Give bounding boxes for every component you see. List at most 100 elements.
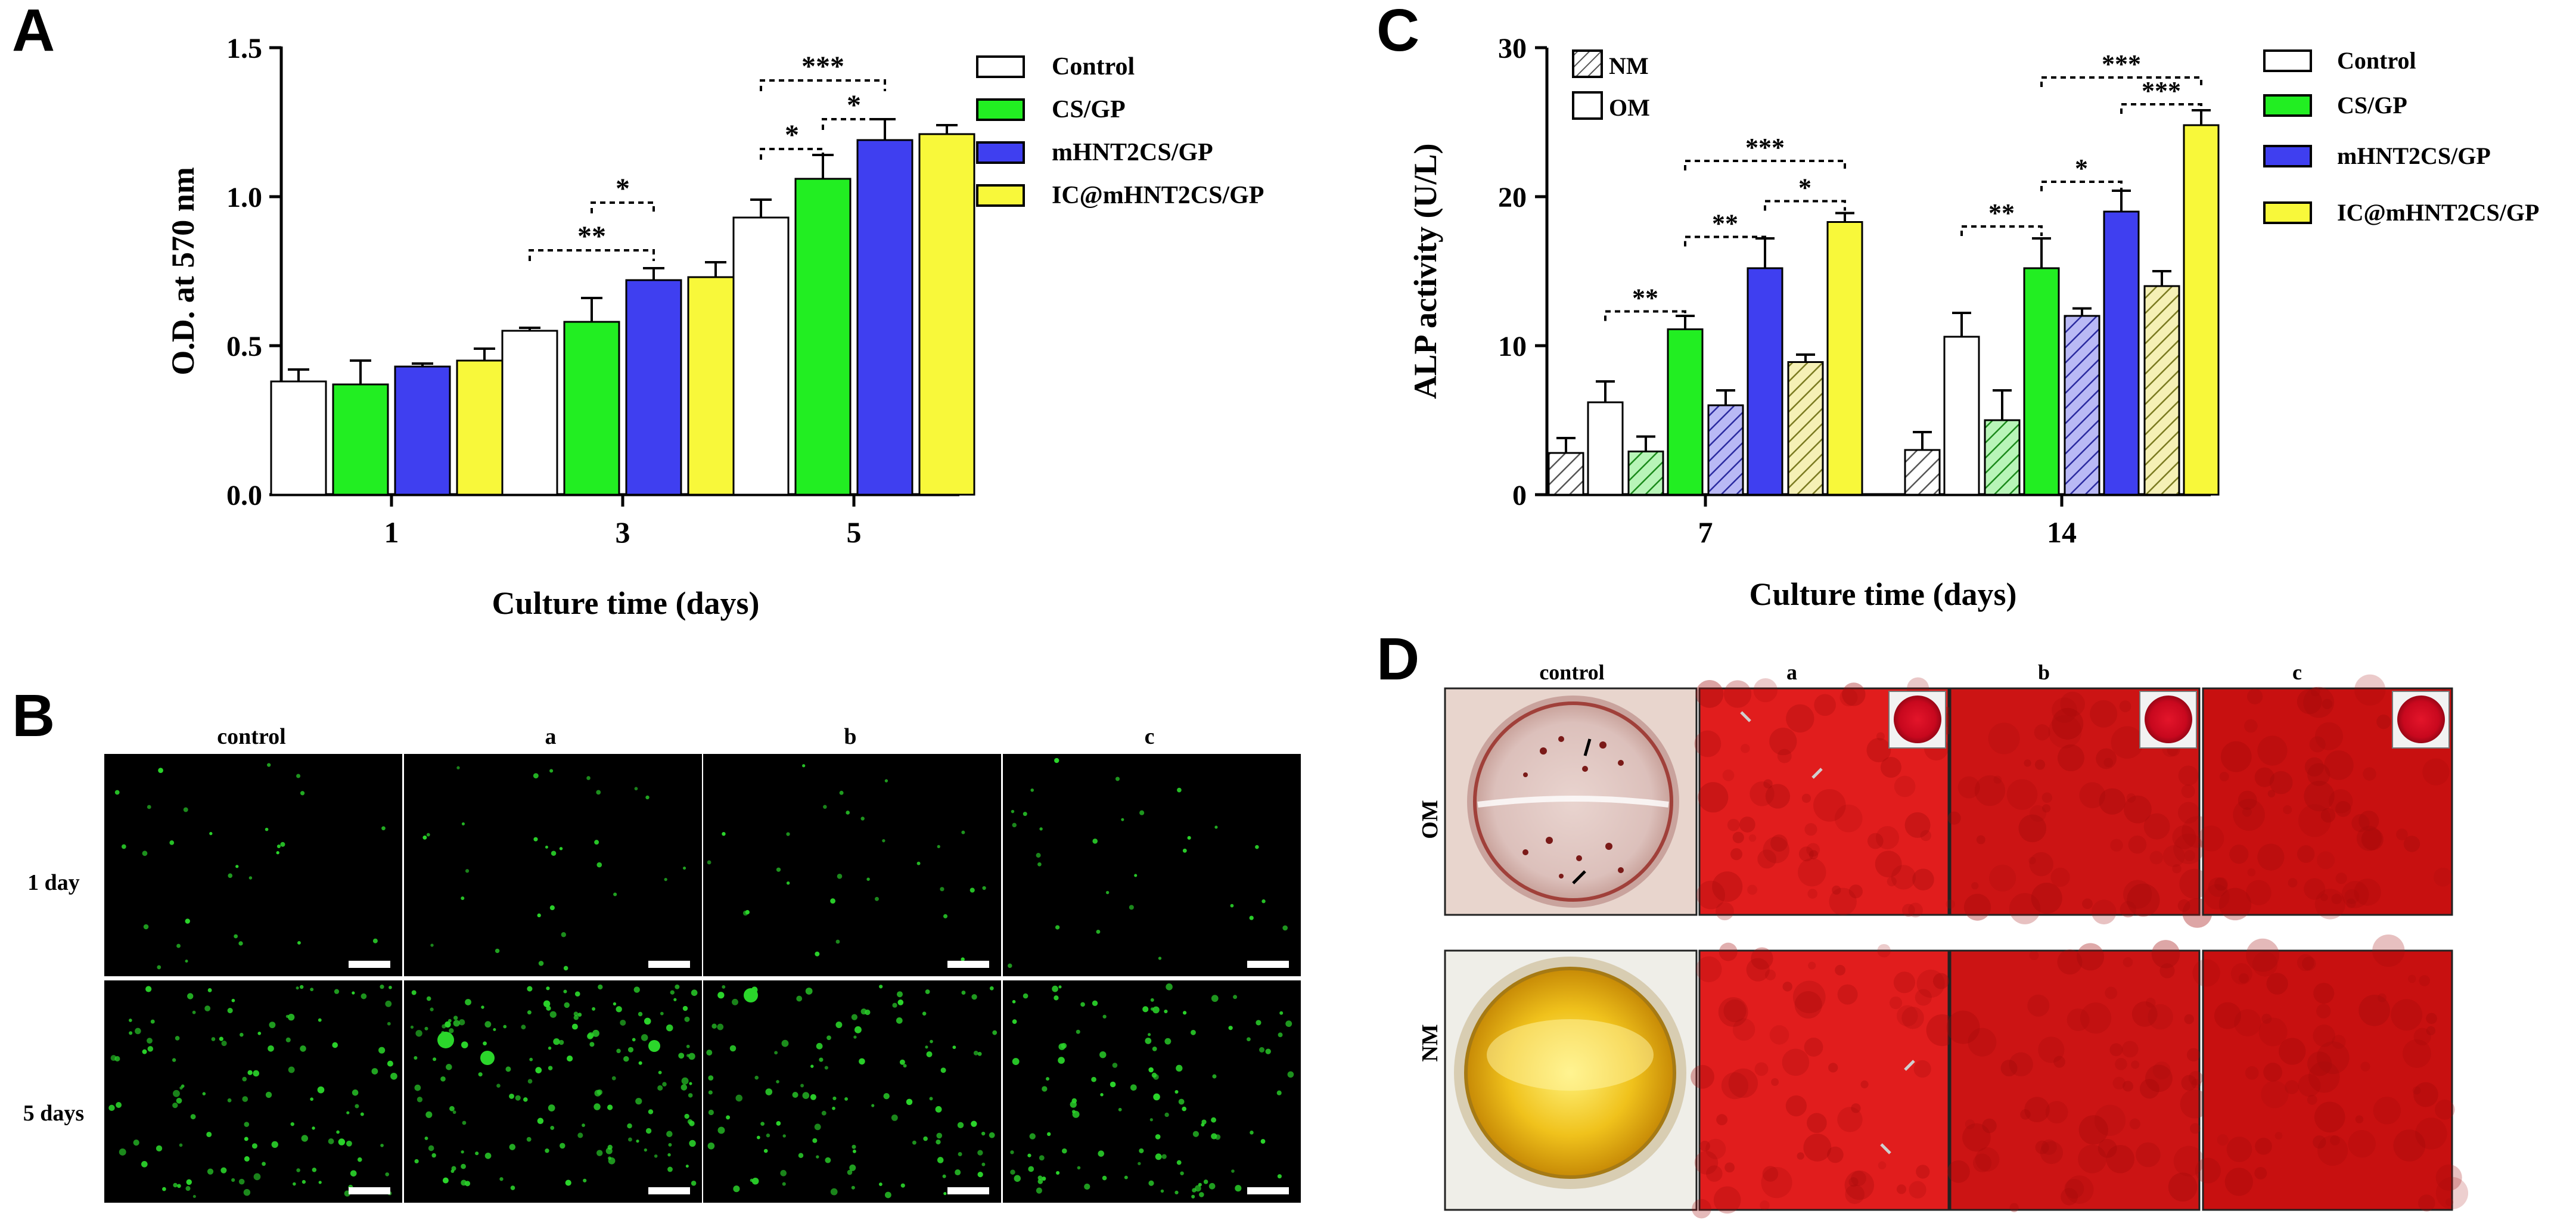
scale-bar <box>349 1187 390 1194</box>
panel-d-staining-grid: control a b c OM NM <box>1418 660 2469 1219</box>
panel-d-col-c: c <box>2292 660 2302 684</box>
scale-bar <box>947 1187 989 1194</box>
chart-c-medium-legend: NM OM <box>1572 49 1650 121</box>
arrow-icon <box>1583 738 1592 756</box>
legend-label-nm: NM <box>1609 52 1649 79</box>
legend-swatch-control <box>976 55 1025 78</box>
panel-b-col-c: c <box>1145 724 1155 749</box>
photo-om-control <box>1444 687 1698 916</box>
fluorescence-image-1-day-c <box>1003 754 1301 976</box>
significance-bracket <box>2120 103 2202 114</box>
significance-bracket <box>1684 160 1846 170</box>
panel-d-col-a: a <box>1786 660 1797 684</box>
panel-b-fluorescence-grid: control a b c 1 day 5 days <box>23 724 1301 1203</box>
x-tick-label: 14 <box>2047 516 2077 549</box>
x-tick-label: 5 <box>847 516 862 549</box>
bar-nm-cs-gp-day-14 <box>1984 419 2021 496</box>
bar-om-cs-gp-day-14 <box>2023 267 2060 496</box>
scale-bar <box>648 1187 690 1194</box>
y-tick-label: 1.0 <box>226 182 262 213</box>
significance-label: ** <box>1712 209 1738 238</box>
arrow-icon <box>1572 870 1586 884</box>
chart-a-ylabel: O.D. at 570 nm <box>165 167 201 375</box>
fluorescence-image-1-day-a <box>404 754 702 976</box>
legend-swatch-om <box>1572 91 1603 120</box>
significance-bracket <box>529 249 655 261</box>
legend-label-om: OM <box>1609 94 1650 121</box>
legend-label-control: Control <box>1052 53 1135 80</box>
panel-b-col-a: a <box>545 724 557 749</box>
significance-bracket <box>760 148 824 160</box>
legend-label-cs-gp: CS/GP <box>2337 92 2407 119</box>
legend-label-control: Control <box>2337 47 2416 74</box>
significance-bracket <box>1604 310 1686 321</box>
arrow-icon <box>1811 768 1823 779</box>
chart-c-legend: Control CS/GP mHNT2CS/GP IC@mHNT2CS/GP <box>2263 47 2539 226</box>
fluorescence-image-5-days-c <box>1003 980 1301 1203</box>
panel-b-row-5-days: 5 days <box>23 1101 84 1126</box>
significance-bracket <box>822 118 886 130</box>
fluorescence-image-5-days-a <box>404 980 702 1203</box>
bar-mhnt2cs-gp-day-3 <box>625 279 682 496</box>
significance-label: ** <box>1988 198 2015 228</box>
significance-label: * <box>847 89 861 121</box>
significance-label: *** <box>2102 49 2141 79</box>
chart-a-legend: Control CS/GP mHNT2CS/GP IC@mHNT2CS/GP <box>976 53 1264 209</box>
bar-ic-mhnt2cs-gp-day-5 <box>918 133 975 496</box>
significance-bracket <box>2040 181 2123 191</box>
arrow-icon <box>1904 1060 1915 1071</box>
scale-bar <box>648 961 690 968</box>
legend-swatch-cs-gp <box>2263 94 2312 117</box>
fluorescence-image-5-days-b <box>703 980 1001 1203</box>
y-tick-label: 0.5 <box>226 331 262 362</box>
legend-label-cs-gp: CS/GP <box>1052 96 1126 123</box>
stain-image-om-b <box>1946 687 2214 928</box>
stain-image-nm-b <box>1946 940 2210 1212</box>
photo-nm-control <box>1444 949 1698 1211</box>
y-tick-label: 0 <box>1512 480 1527 511</box>
significance-label: * <box>2075 154 2088 183</box>
scale-bar <box>1247 961 1289 968</box>
bar-mhnt2cs-gp-day-1 <box>394 365 451 496</box>
bar-nm-control-day-7 <box>1548 452 1584 496</box>
bar-om-ic-mhnt2cs-gp-day-7 <box>1826 221 1863 496</box>
bar-cs-gp-day-5 <box>794 178 852 496</box>
bar-control-day-5 <box>732 216 790 496</box>
significance-label: *** <box>801 51 844 82</box>
bar-nm-cs-gp-day-7 <box>1627 451 1664 496</box>
bar-om-mhnt2cs-gp-day-14 <box>2103 210 2140 496</box>
panel-b-col-control: control <box>217 724 285 749</box>
x-tick-label: 3 <box>616 516 630 549</box>
chart-a-xlabel: Culture time (days) <box>492 585 760 621</box>
legend-label-ic-mhnt2cs-gp: IC@mHNT2CS/GP <box>2337 199 2539 226</box>
panel-d-row-om: OM <box>1418 800 1443 839</box>
panel-b-col-b: b <box>844 724 856 749</box>
legend-swatch-nm <box>1572 49 1603 78</box>
significance-label: ** <box>1632 284 1658 313</box>
bar-nm-ic-mhnt2cs-gp-day-7 <box>1787 361 1824 496</box>
x-tick-label: 7 <box>1698 516 1713 549</box>
significance-bracket <box>1764 200 1846 211</box>
legend-swatch-mhnt2cs-gp <box>2263 145 2312 167</box>
fluorescence-image-1-day-b <box>703 754 1001 976</box>
bar-om-cs-gp-day-7 <box>1667 328 1704 496</box>
arrow-icon <box>1880 1143 1891 1154</box>
panel-label-c: C <box>1376 0 1419 64</box>
stain-image-nm-a <box>1691 942 1958 1219</box>
panel-d-row-nm: NM <box>1418 1024 1443 1061</box>
legend-label-mhnt2cs-gp: mHNT2CS/GP <box>1052 139 1213 166</box>
panel-label-a: A <box>12 0 55 64</box>
bar-nm-mhnt2cs-gp-day-14 <box>2064 315 2100 496</box>
y-tick-label: 20 <box>1498 182 1527 213</box>
significance-label: * <box>1798 173 1811 203</box>
significance-bracket <box>2040 76 2202 87</box>
significance-bracket <box>1684 235 1766 247</box>
y-tick-label: 30 <box>1498 33 1527 64</box>
significance-label: ** <box>577 221 606 252</box>
significance-label: * <box>616 173 630 204</box>
significance-label: *** <box>1745 133 1785 162</box>
chart-c-xlabel: Culture time (days) <box>1750 576 2017 612</box>
stain-image-om-a <box>1694 677 1960 921</box>
